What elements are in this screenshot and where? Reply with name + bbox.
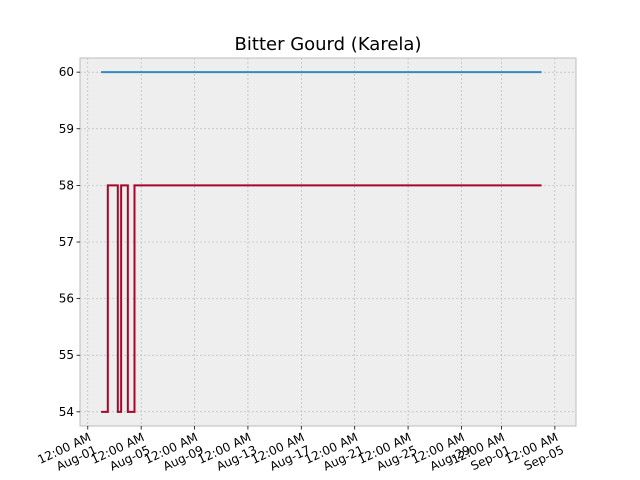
series-line-2 <box>101 184 542 413</box>
y-tick-label: 54 <box>59 405 74 419</box>
series-layer <box>101 71 542 413</box>
y-tick-label: 56 <box>59 292 74 306</box>
y-tick-label: 59 <box>59 122 74 136</box>
chart-title: Bitter Gourd (Karela) <box>235 34 422 55</box>
y-tick-label: 57 <box>59 235 74 249</box>
y-tick-label: 58 <box>59 178 74 192</box>
y-tick-label: 60 <box>59 65 74 79</box>
grid <box>80 58 576 426</box>
y-tick-label: 55 <box>59 348 74 362</box>
x-tick-label: 12:00 AMSep-05 <box>503 430 566 479</box>
y-axis-ticks: 54 55 56 57 58 59 60 <box>59 65 80 419</box>
